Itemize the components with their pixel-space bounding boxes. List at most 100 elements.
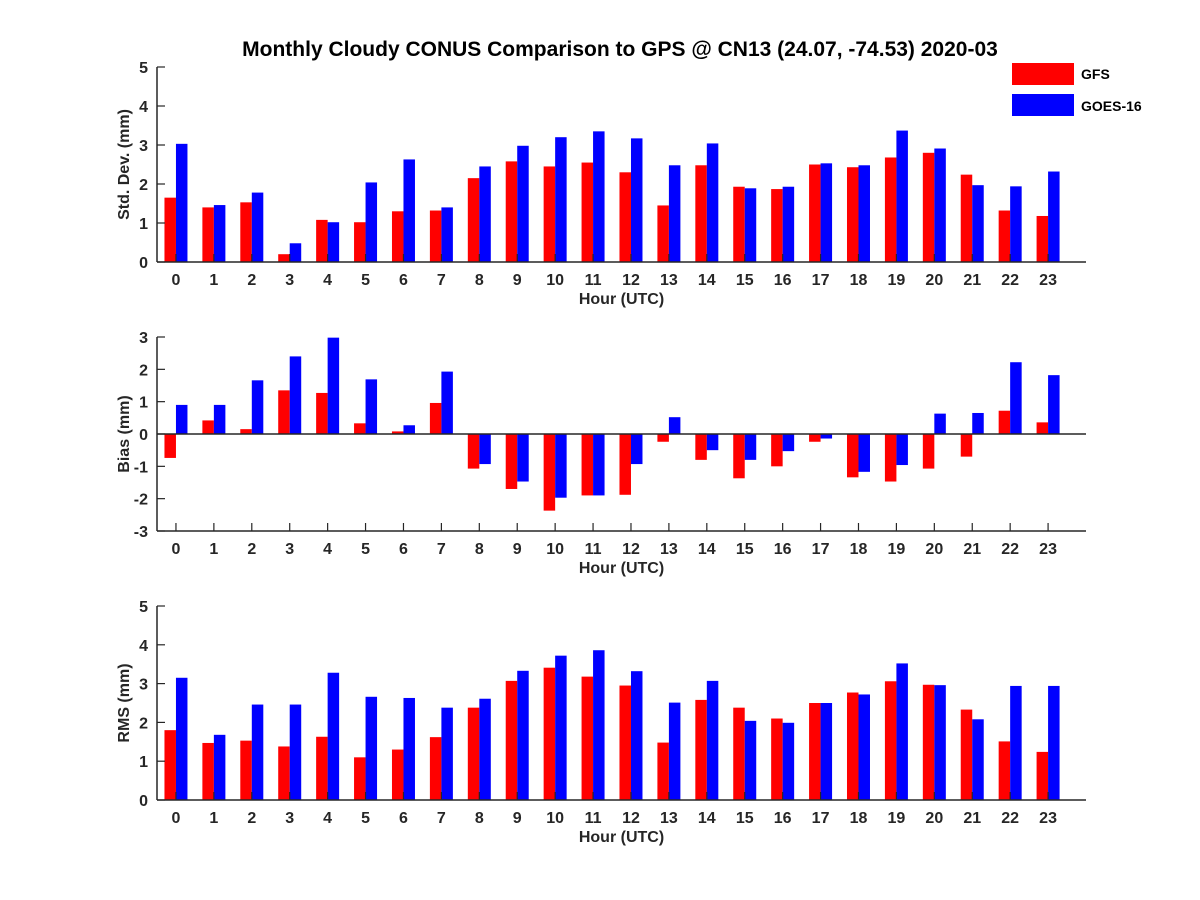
bias-bar-gfs-21 — [960, 434, 973, 457]
std-dev-bar-gfs-5 — [354, 222, 366, 262]
rms-bar-gfs-23 — [1036, 751, 1049, 800]
bias-bar-goes-16-19 — [896, 434, 908, 466]
rms-bar-gfs-2 — [240, 740, 252, 800]
bias-x-tick-label: 8 — [475, 541, 484, 558]
std-dev-bar-goes-16-22 — [1010, 186, 1022, 262]
std-dev-bar-goes-16-23 — [1048, 171, 1060, 262]
std-dev-bar-gfs-22 — [998, 210, 1011, 262]
bias-bar-goes-16-11 — [593, 434, 605, 496]
rms-bar-goes-16-0 — [175, 677, 188, 800]
bias-bar-gfs-11 — [581, 434, 594, 496]
bias-y-tick-label: -2 — [134, 492, 148, 509]
bias-x-tick-label: 17 — [812, 541, 830, 558]
std-dev-bar-goes-16-6 — [403, 159, 415, 262]
std-dev-y-tick-label: 2 — [139, 177, 148, 194]
rms-bar-goes-16-1 — [213, 734, 226, 800]
bias-x-tick-label: 15 — [736, 541, 754, 558]
std-dev-x-tick-label: 10 — [546, 272, 564, 289]
std-dev-x-tick-label: 7 — [437, 272, 446, 289]
bias-x-tick-label: 20 — [925, 541, 943, 558]
rms-bar-goes-16-9 — [517, 670, 529, 800]
rms-bar-gfs-6 — [391, 749, 404, 800]
legend-swatch-goes16 — [1012, 94, 1074, 116]
bias-x-tick-label: 21 — [963, 541, 981, 558]
rms-bar-gfs-4 — [316, 736, 328, 800]
rms-bar-goes-16-17 — [820, 703, 833, 800]
bias-x-tick-label: 4 — [323, 541, 332, 558]
rms-x-tick-label: 10 — [546, 810, 564, 827]
rms-bar-gfs-8 — [467, 707, 480, 800]
bias-bar-goes-16-8 — [479, 434, 491, 465]
rms-x-tick-label: 19 — [888, 810, 906, 827]
std-dev-x-tick-label: 1 — [209, 272, 218, 289]
bias-x-tick-label: 2 — [247, 541, 256, 558]
rms-bar-goes-16-4 — [327, 672, 340, 800]
bias-bar-goes-16-6 — [403, 425, 415, 434]
bias-bar-goes-16-1 — [213, 404, 226, 434]
bias-x-tick-label: 6 — [399, 541, 408, 558]
rms-bar-gfs-14 — [695, 699, 707, 800]
std-dev-bar-gfs-0 — [164, 197, 176, 262]
bias-x-tick-label: 12 — [622, 541, 640, 558]
rms-x-tick-label: 18 — [850, 810, 868, 827]
std-dev-x-tick-label: 4 — [323, 272, 332, 289]
rms-x-tick-label: 13 — [660, 810, 678, 827]
std-dev-bar-goes-16-17 — [820, 163, 833, 262]
bias-x-axis-label: Hour (UTC) — [579, 560, 664, 577]
rms-x-tick-label: 1 — [209, 810, 218, 827]
rms-y-tick-label: 0 — [139, 793, 148, 810]
std-dev-x-tick-label: 9 — [513, 272, 522, 289]
bias-bar-goes-16-15 — [744, 434, 757, 460]
std-dev-bar-gfs-10 — [543, 166, 556, 262]
rms-x-tick-label: 4 — [323, 810, 332, 827]
bias-bar-goes-16-22 — [1010, 362, 1022, 434]
rms-x-tick-label: 2 — [247, 810, 256, 827]
std-dev-bar-gfs-9 — [505, 161, 518, 262]
std-dev-bar-goes-16-7 — [441, 207, 453, 262]
rms-bar-goes-16-2 — [251, 704, 264, 800]
rms-bar-goes-16-5 — [365, 696, 378, 800]
rms-x-tick-label: 14 — [698, 810, 716, 827]
bias-x-tick-label: 16 — [774, 541, 792, 558]
rms-bar-goes-16-10 — [555, 655, 567, 800]
std-dev-bar-gfs-2 — [240, 202, 252, 262]
std-dev-x-tick-label: 13 — [660, 272, 678, 289]
bias-x-tick-label: 18 — [850, 541, 868, 558]
bias-bar-goes-16-12 — [630, 434, 643, 465]
std-dev-bar-gfs-4 — [316, 219, 328, 262]
std-dev-bar-gfs-18 — [846, 167, 859, 262]
legend-label-gfs: GFS — [1081, 66, 1110, 82]
bias-bar-gfs-4 — [316, 392, 328, 434]
std-dev-bar-goes-16-18 — [858, 165, 870, 262]
rms-bar-goes-16-19 — [896, 663, 908, 800]
std-dev-x-tick-label: 18 — [850, 272, 868, 289]
rms-x-tick-label: 16 — [774, 810, 792, 827]
std-dev-x-tick-label: 16 — [774, 272, 792, 289]
std-dev-bar-gfs-8 — [467, 178, 480, 262]
bias-bar-gfs-20 — [922, 434, 935, 469]
std-dev-y-tick-label: 1 — [139, 216, 148, 233]
bias-bar-goes-16-4 — [327, 337, 340, 434]
rms-x-tick-label: 8 — [475, 810, 484, 827]
std-dev-bar-gfs-21 — [960, 174, 973, 262]
std-dev-bar-gfs-17 — [809, 164, 821, 262]
std-dev-bar-goes-16-16 — [782, 186, 795, 262]
rms-bar-goes-16-13 — [668, 702, 681, 800]
bias-x-tick-label: 23 — [1039, 541, 1057, 558]
bias-bar-gfs-17 — [809, 434, 821, 442]
std-dev-bar-goes-16-5 — [365, 182, 378, 262]
rms-y-axis-label: RMS (mm) — [116, 663, 133, 742]
rms-bar-goes-16-6 — [403, 697, 415, 800]
bias-bar-gfs-7 — [429, 402, 442, 434]
std-dev-x-tick-label: 23 — [1039, 272, 1057, 289]
bias-bar-goes-16-3 — [289, 356, 302, 434]
std-dev-bar-goes-16-0 — [175, 143, 188, 262]
bias-bar-gfs-18 — [846, 434, 859, 478]
rms-bar-gfs-13 — [657, 742, 669, 800]
rms-x-tick-label: 20 — [925, 810, 943, 827]
std-dev-x-tick-label: 22 — [1001, 272, 1019, 289]
std-dev-x-tick-label: 6 — [399, 272, 408, 289]
rms-y-tick-label: 4 — [139, 638, 148, 655]
rms-bar-gfs-21 — [960, 709, 973, 800]
